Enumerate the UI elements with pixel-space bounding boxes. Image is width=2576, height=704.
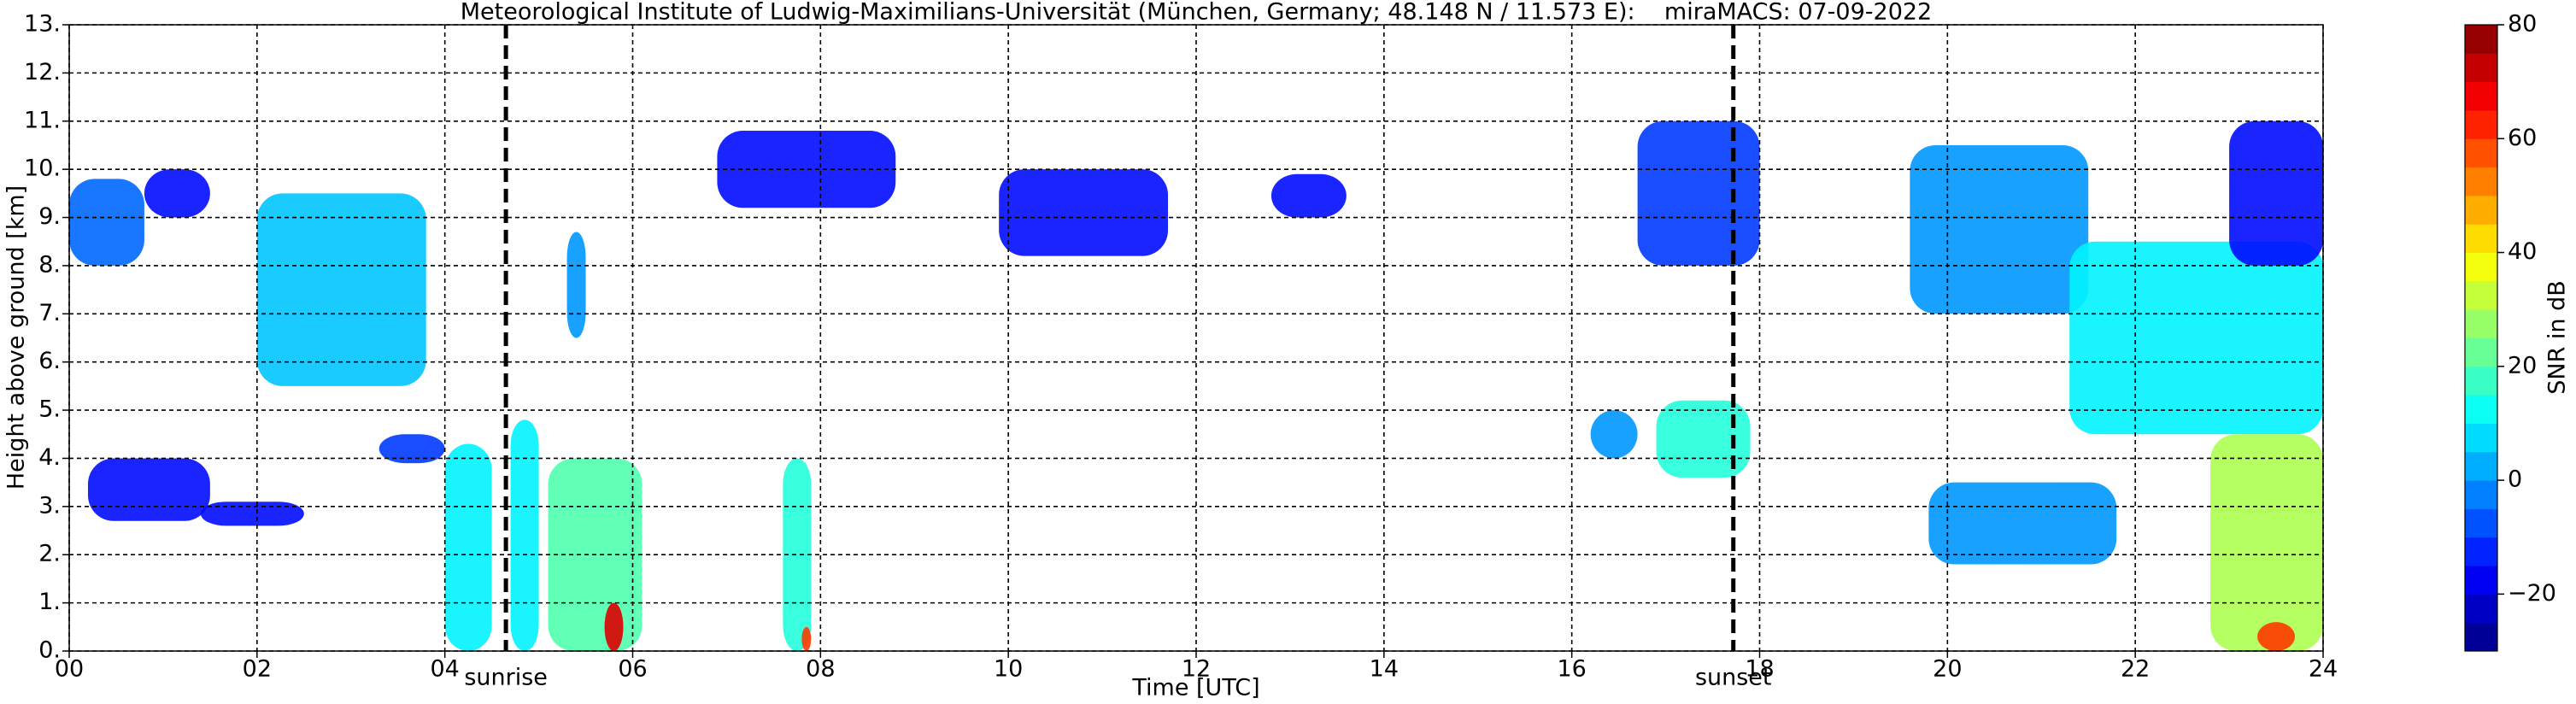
radar-echo: [2210, 434, 2323, 651]
colorbar-step: [2465, 167, 2497, 197]
radar-echo: [717, 131, 896, 208]
colorbar-frame: [2464, 24, 2498, 652]
y-tick-label: 13.: [24, 11, 61, 38]
x-tick-label: 08: [806, 656, 835, 683]
y-tick-label: 9.: [38, 203, 61, 230]
y-tick-label: 3.: [38, 492, 61, 519]
colorbar-step: [2465, 451, 2497, 481]
y-tick-label: 11.: [24, 107, 61, 133]
y-tick-label: 7.: [38, 300, 61, 326]
radar-echo: [1656, 400, 1751, 478]
colorbar-step: [2465, 25, 2497, 54]
y-tick-label: 2.: [38, 541, 61, 567]
colorbar-tick-label: 20: [2508, 352, 2537, 378]
colorbar-step: [2465, 53, 2497, 83]
colorbar-step: [2465, 566, 2497, 595]
event-label: sunrise: [464, 665, 548, 691]
colorbar-step: [2465, 395, 2497, 424]
colorbar-step: [2465, 423, 2497, 453]
radar-echo: [1270, 173, 1347, 218]
radar-echo: [2257, 622, 2296, 651]
x-tick-label: 16: [1557, 656, 1586, 683]
colorbar-step: [2465, 81, 2497, 111]
colorbar-step: [2465, 622, 2497, 652]
colorbar-tick-label: 0: [2508, 466, 2522, 493]
x-tick-label: 24: [2309, 656, 2338, 683]
event-label: sunset: [1695, 665, 1772, 691]
y-tick-label: 0.: [38, 637, 61, 664]
radar-echo: [256, 193, 426, 386]
x-tick-label: 22: [2121, 656, 2150, 683]
colorbar-tick-label: 80: [2508, 11, 2537, 38]
radar-echo: [1637, 120, 1760, 266]
colorbar-step: [2465, 337, 2497, 367]
x-axis-label: Time [UTC]: [1131, 675, 1259, 701]
y-tick-label: 5.: [38, 396, 61, 423]
y-axis-label: Height above ground [km]: [3, 185, 30, 490]
x-tick-label: 06: [618, 656, 647, 683]
colorbar-step: [2465, 480, 2497, 509]
colorbar-step: [2465, 366, 2497, 396]
colorbar-step: [2465, 224, 2497, 254]
radar-echo: [87, 458, 210, 521]
radar-echo: [1910, 144, 2089, 314]
colorbar-step: [2465, 252, 2497, 282]
y-tick-label: 4.: [38, 444, 61, 471]
radar-echo: [1590, 410, 1638, 459]
radar-echo: [2069, 241, 2323, 435]
x-tick-label: 14: [1370, 656, 1399, 683]
colorbar-step: [2465, 537, 2497, 566]
radar-echo: [200, 502, 304, 526]
radar-echo: [144, 169, 210, 218]
plot-frame: [68, 24, 2324, 652]
y-tick-label: 8.: [38, 251, 61, 278]
colorbar-tick-label: 40: [2508, 238, 2537, 265]
radar-echo: [604, 602, 624, 651]
y-tick-label: 1.: [38, 589, 61, 615]
radar-echo: [378, 434, 445, 464]
x-tick-label: 10: [994, 656, 1023, 683]
radar-echo: [69, 179, 144, 266]
colorbar-step: [2465, 280, 2497, 310]
colorbar-step: [2465, 309, 2497, 338]
chart-title: Meteorological Institute of Ludwig-Maxim…: [461, 0, 1933, 26]
colorbar-tick-label: 60: [2508, 125, 2537, 151]
colorbar-step: [2465, 138, 2497, 168]
x-tick-label: 02: [243, 656, 272, 683]
colorbar-label: SNR in dB: [2544, 280, 2571, 395]
y-tick-label: 12.: [24, 59, 61, 85]
y-tick-label: 6.: [38, 348, 61, 374]
x-tick-label: 18: [1745, 656, 1774, 683]
radar-echo: [566, 232, 586, 338]
y-tick-label: 10.: [24, 155, 61, 182]
radar-echo: [999, 169, 1169, 256]
colorbar-step: [2465, 195, 2497, 225]
radar-echo: [510, 419, 539, 651]
radar-echo: [783, 458, 812, 651]
colorbar-step: [2465, 508, 2497, 538]
radar-echo: [1928, 482, 2117, 565]
x-tick-label: 12: [1182, 656, 1211, 683]
radar-echo: [801, 626, 812, 651]
colorbar-step: [2465, 109, 2497, 139]
colorbar-step: [2465, 594, 2497, 624]
radar-echo: [2229, 120, 2323, 266]
x-tick-label: 00: [55, 656, 84, 683]
colorbar-tick-label: −20: [2508, 580, 2556, 607]
x-tick-label: 20: [1933, 656, 1962, 683]
radar-echo: [444, 443, 492, 651]
x-tick-label: 04: [430, 656, 459, 683]
